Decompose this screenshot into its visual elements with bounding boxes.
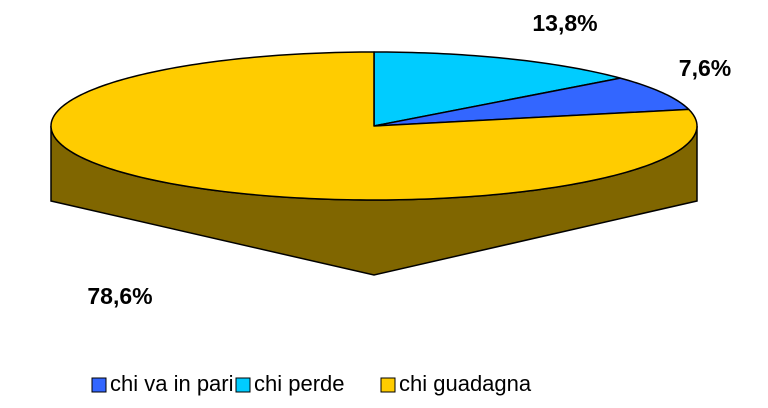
value-label: 7,6%: [679, 55, 731, 81]
value-label: 78,6%: [87, 283, 152, 309]
slice: [50, 51, 698, 201]
legend-label: chi guadagna: [399, 371, 532, 396]
legend-swatch: [91, 377, 107, 393]
slice: [373, 77, 690, 127]
slice: [373, 51, 622, 127]
legend-swatch: [380, 377, 396, 393]
value-label: 13,8%: [532, 10, 597, 36]
legend-swatch: [235, 377, 251, 393]
legend-label: chi perde: [254, 371, 345, 396]
legend-label: chi va in pari: [110, 371, 234, 396]
